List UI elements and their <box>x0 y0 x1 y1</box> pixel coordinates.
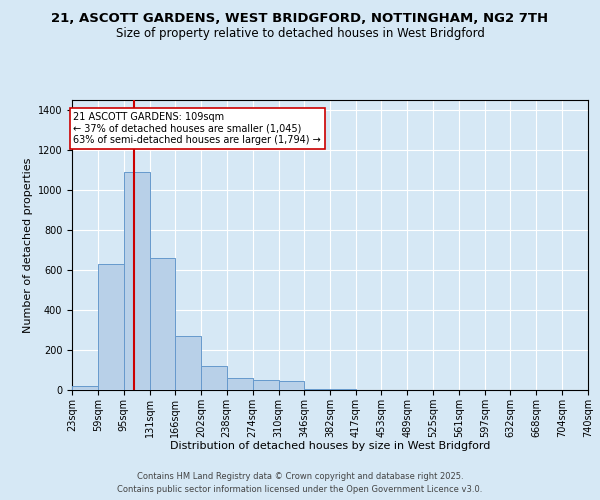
Text: 21 ASCOTT GARDENS: 109sqm
← 37% of detached houses are smaller (1,045)
63% of se: 21 ASCOTT GARDENS: 109sqm ← 37% of detac… <box>73 112 321 145</box>
Text: Size of property relative to detached houses in West Bridgford: Size of property relative to detached ho… <box>116 28 484 40</box>
Bar <box>304 389 331 390</box>
Y-axis label: Number of detached properties: Number of detached properties <box>23 158 34 332</box>
Bar <box>175 336 201 390</box>
Bar <box>98 264 124 390</box>
Bar <box>150 258 175 390</box>
Bar <box>227 378 253 390</box>
Text: 21, ASCOTT GARDENS, WEST BRIDGFORD, NOTTINGHAM, NG2 7TH: 21, ASCOTT GARDENS, WEST BRIDGFORD, NOTT… <box>52 12 548 26</box>
Bar <box>201 366 227 390</box>
Bar <box>124 172 150 390</box>
Bar <box>72 386 98 390</box>
X-axis label: Distribution of detached houses by size in West Bridgford: Distribution of detached houses by size … <box>170 442 490 452</box>
Text: Contains HM Land Registry data © Crown copyright and database right 2025.: Contains HM Land Registry data © Crown c… <box>137 472 463 481</box>
Bar <box>253 380 278 390</box>
Bar <box>278 381 304 390</box>
Text: Contains public sector information licensed under the Open Government Licence v3: Contains public sector information licen… <box>118 485 482 494</box>
